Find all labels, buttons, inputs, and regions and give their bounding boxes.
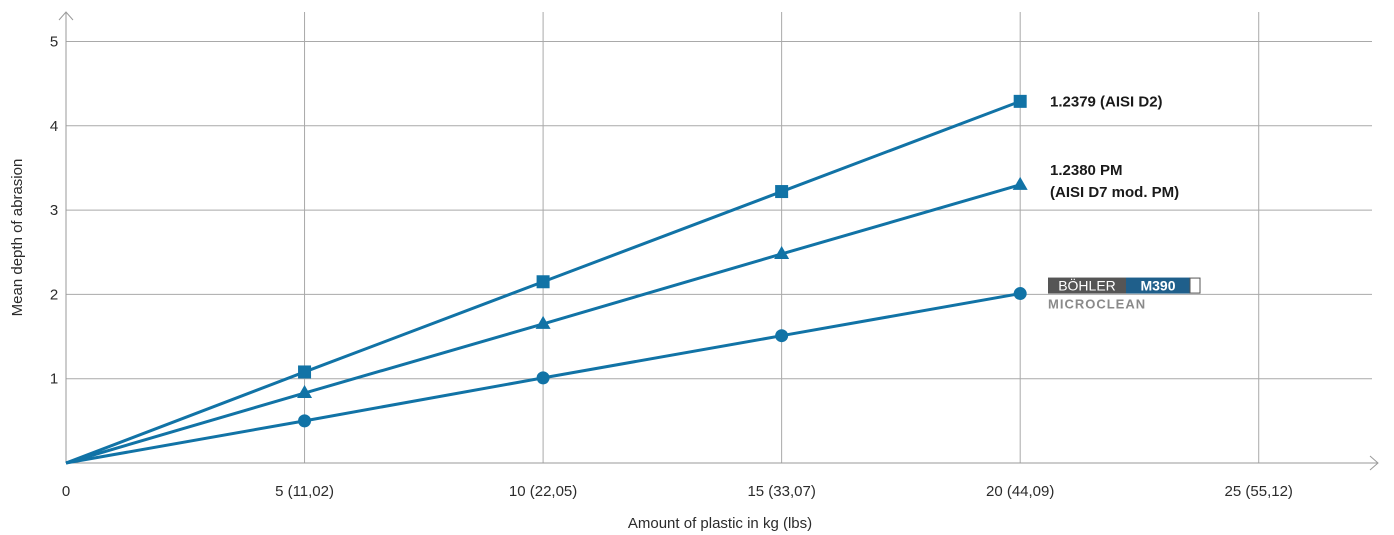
x-tick-label: 0: [62, 483, 70, 500]
data-point-circle: [298, 414, 312, 428]
series: [65, 94, 1028, 465]
data-point-circle: [1013, 287, 1027, 301]
y-tick-labels: 1 2 3 4 5: [50, 34, 58, 388]
logo-sub-text: MICROCLEAN: [1048, 297, 1146, 312]
series-triangle: [65, 176, 1028, 465]
y-axis-arrow-icon: [58, 11, 74, 21]
y-tick-label: 2: [50, 286, 58, 303]
y-tick-label: 3: [50, 202, 58, 219]
x-tick-label: 25 (55,12): [1225, 483, 1293, 500]
series-circle: [65, 287, 1027, 465]
data-point-triangle: [774, 245, 790, 259]
data-point-square: [775, 185, 789, 199]
data-point-circle: [775, 329, 789, 343]
x-tick-label: 5 (11,02): [275, 483, 334, 500]
data-point-square: [1013, 94, 1027, 108]
logo-grade-box: [1126, 277, 1190, 294]
logo-brand-text: BÖHLER: [1058, 277, 1116, 294]
data-point-triangle: [1012, 176, 1028, 190]
data-point-triangle: [297, 385, 313, 399]
series-labels: 1.2379 (AISI D2) 1.2380 PM (AISI D7 mod. P…: [1050, 93, 1179, 200]
data-point-triangle: [535, 315, 551, 329]
x-tick-label: 10 (22,05): [509, 483, 577, 500]
series-square: [65, 94, 1027, 465]
grid: [66, 12, 1372, 463]
y-tick-label: 4: [50, 118, 58, 135]
series-label: 1.2379 (AISI D2): [1050, 93, 1163, 110]
x-tick-label: 15 (33,07): [747, 483, 815, 500]
data-point-square: [536, 275, 550, 289]
data-point-square: [298, 365, 312, 379]
series-label: (AISI D7 mod. PM): [1050, 184, 1179, 201]
y-tick-label: 5: [50, 34, 58, 51]
logo-grade-text: M390: [1140, 278, 1175, 294]
y-tick-label: 1: [50, 371, 58, 388]
x-tick-label: 20 (44,09): [986, 483, 1054, 500]
x-tick-labels: 0 5 (11,02) 10 (22,05) 15 (33,07) 20 (44,09)…: [62, 483, 1293, 500]
y-axis-title: Mean depth of abrasion: [9, 159, 26, 317]
axes: [58, 11, 1379, 471]
x-axis-arrow-icon: [1369, 455, 1379, 471]
bohler-m390-microclean-logo: BÖHLER M390 MICROCLEAN: [1048, 277, 1201, 312]
logo-end-box: [1189, 277, 1201, 294]
logo-brand-box: [1048, 277, 1126, 294]
data-point-circle: [536, 371, 550, 385]
x-axis-title: Amount of plastic in kg (lbs): [628, 515, 812, 532]
series-label: 1.2380 PM: [1050, 162, 1123, 179]
